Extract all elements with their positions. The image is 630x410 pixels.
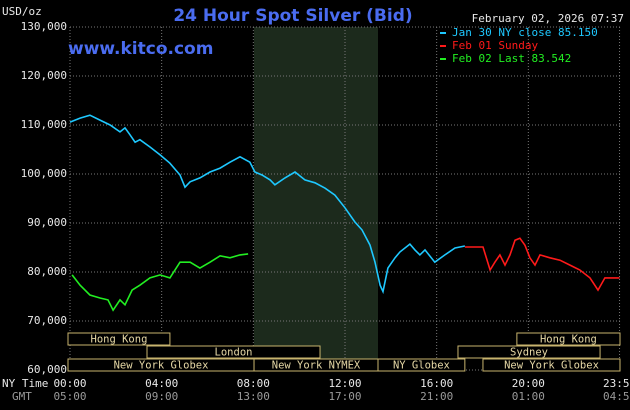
session-shade	[254, 27, 378, 370]
session-box	[377, 358, 466, 372]
x-tick-label: 04:00	[145, 377, 178, 390]
y-tick-label: 90,000	[27, 216, 67, 229]
y-tick-label: 60,000	[27, 363, 67, 376]
gmt-tick-label: 13:00	[237, 390, 270, 403]
legend-label: Feb 01 Sunday	[452, 39, 538, 52]
chart-title: 24 Hour Spot Silver (Bid)	[173, 6, 412, 26]
y-tick-label: 80,000	[27, 265, 67, 278]
site-url: www.kitco.com	[68, 39, 213, 59]
session-box	[67, 332, 171, 346]
legend-label: Feb 02 Last 83.542	[452, 52, 571, 65]
session-label: NY Globex	[393, 360, 450, 372]
x-tick-label: 12:00	[328, 377, 361, 390]
session-label: New York Globex	[504, 360, 599, 372]
series-line	[71, 253, 249, 312]
session-label: Hong Kong	[91, 334, 148, 346]
gmt-tick-label: 05:00	[53, 390, 86, 403]
x-tick-label: 16:00	[420, 377, 453, 390]
gmt-tick-label: 21:00	[420, 390, 453, 403]
y-tick-label: 110,000	[21, 118, 67, 131]
gmt-tick-label: 04:59	[603, 390, 630, 403]
y-tick-label: 120,000	[21, 69, 67, 82]
session-box	[516, 332, 621, 346]
gmt-tick-label: 09:00	[145, 390, 178, 403]
x-row-label: GMT	[12, 390, 32, 403]
y-tick-label: 130,000	[21, 20, 67, 33]
session-label: Sydney	[510, 347, 548, 359]
x-row-label: NY Time	[2, 377, 48, 390]
y-axis-label: USD/oz	[2, 5, 42, 18]
session-box	[482, 358, 621, 372]
session-label: Hong Kong	[540, 334, 597, 346]
x-tick-label: 23:59	[603, 377, 630, 390]
series-line	[69, 114, 466, 295]
x-tick-label: 08:00	[237, 377, 270, 390]
x-tick-label: 00:00	[53, 377, 86, 390]
legend-label: Jan 30 NY close 85.150	[452, 26, 598, 39]
plot-layer	[69, 26, 621, 371]
session-box	[146, 345, 321, 359]
timestamp: February 02, 2026 07:37	[472, 12, 624, 25]
gmt-tick-label: 01:00	[512, 390, 545, 403]
session-label: London	[215, 347, 253, 359]
session-label: New York Globex	[114, 360, 209, 372]
gmt-tick-label: 17:00	[328, 390, 361, 403]
x-tick-label: 20:00	[512, 377, 545, 390]
y-tick-label: 70,000	[27, 314, 67, 327]
session-box	[457, 345, 601, 359]
session-label: New York NYMEX	[272, 360, 361, 372]
series-line	[464, 237, 620, 292]
y-tick-label: 100,000	[21, 167, 67, 180]
